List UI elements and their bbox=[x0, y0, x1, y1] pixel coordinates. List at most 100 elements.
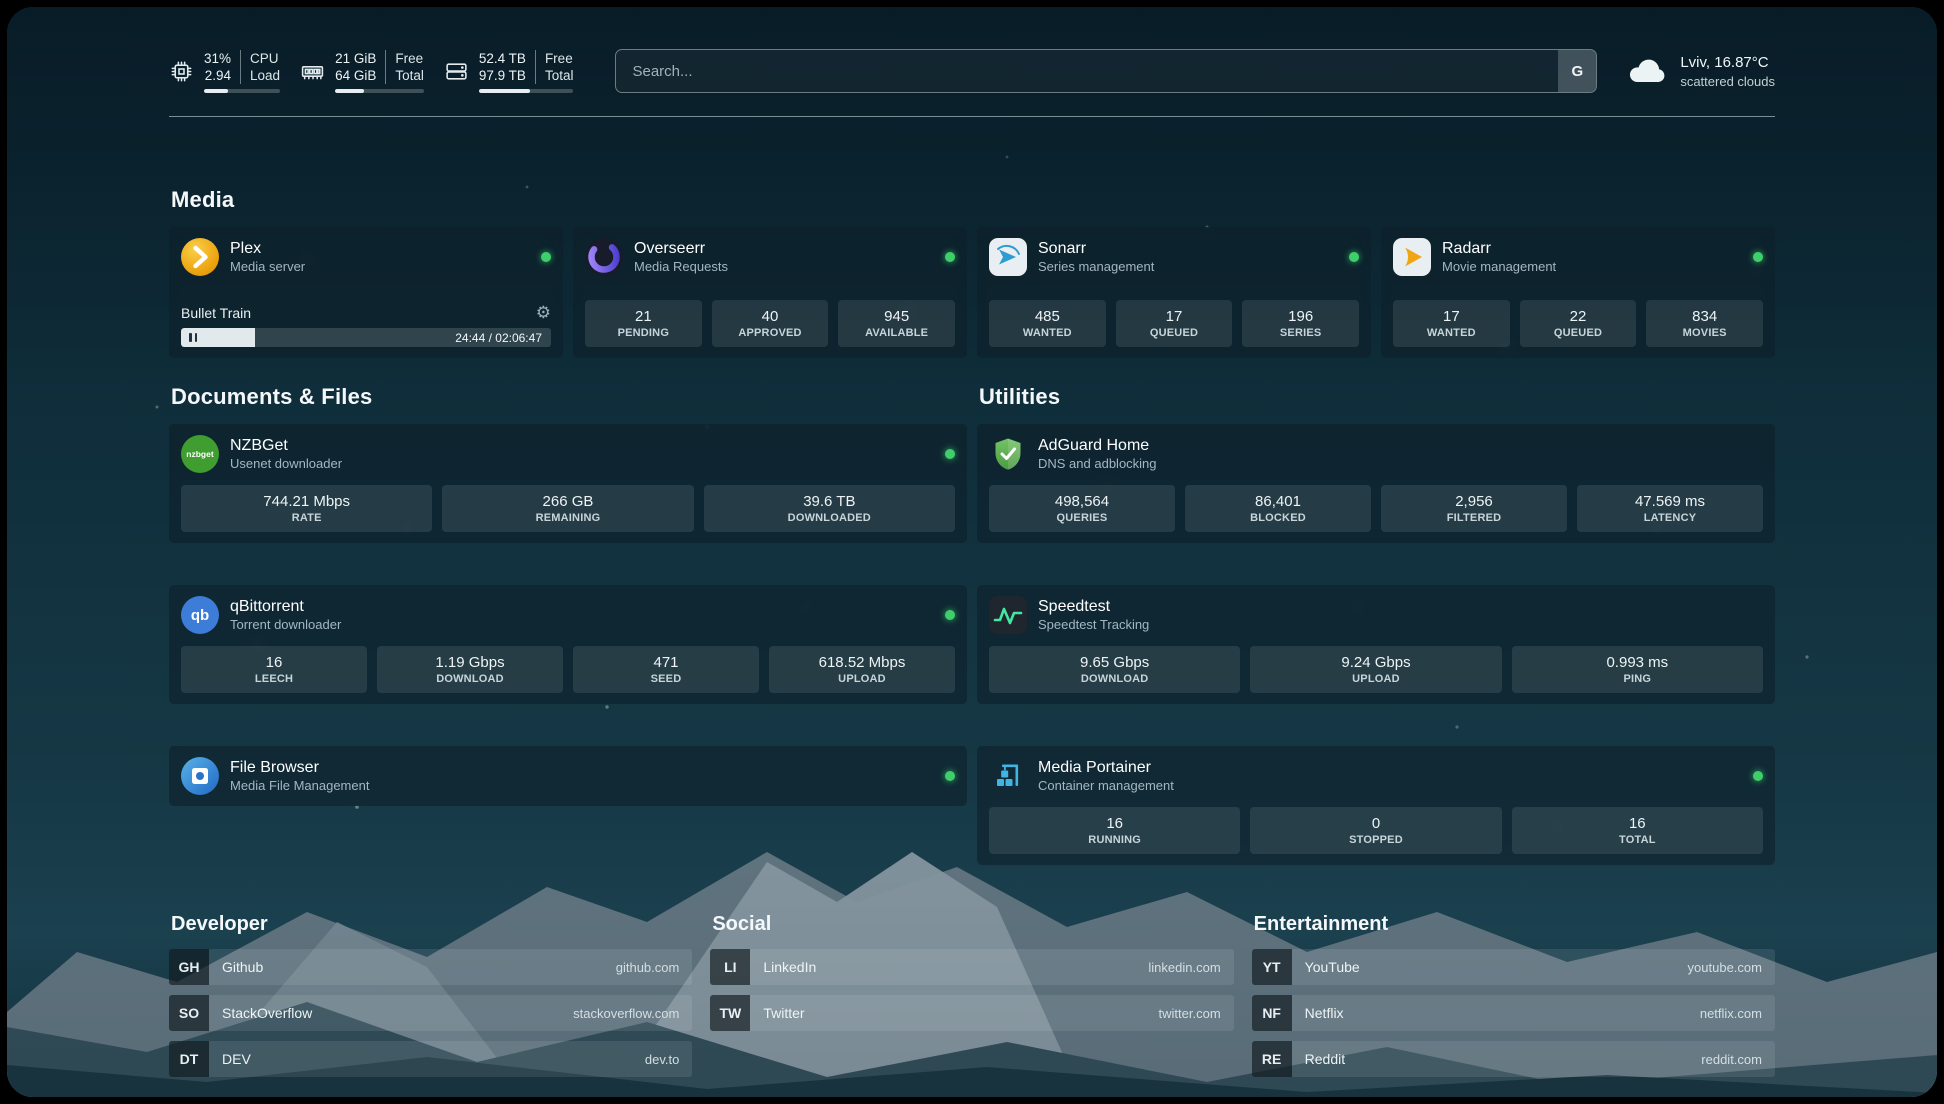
playback-time: 24:44 / 02:06:47 bbox=[455, 330, 542, 345]
divider bbox=[385, 49, 387, 84]
stat-label: DOWNLOADED bbox=[787, 512, 871, 524]
bookmark-dev[interactable]: DT DEV dev.to bbox=[169, 1041, 693, 1077]
section-utilities: Utilities bbox=[977, 384, 1775, 865]
nzbget-card[interactable]: nzbget NZBGet Usenet downloader 744.21 M… bbox=[169, 424, 967, 543]
stat-box: 266 GB REMAINING bbox=[442, 485, 694, 532]
memory-progress-bar bbox=[335, 88, 424, 93]
status-dot bbox=[1349, 252, 1359, 262]
app-subtitle: Usenet downloader bbox=[230, 456, 343, 471]
portainer-card[interactable]: Media Portainer Container management 16 … bbox=[977, 746, 1775, 865]
memory-total-label: Total bbox=[395, 67, 424, 83]
stat-label: SERIES bbox=[1279, 327, 1322, 339]
search-engine-button[interactable]: G bbox=[1558, 50, 1597, 92]
app-subtitle: Series management bbox=[1038, 259, 1155, 274]
stat-label: SEED bbox=[650, 673, 682, 685]
stat-value: 16 bbox=[265, 654, 283, 671]
divider bbox=[240, 49, 242, 84]
bookmark-twitter[interactable]: TW Twitter twitter.com bbox=[710, 995, 1234, 1031]
stat-label: MOVIES bbox=[1682, 327, 1727, 339]
radarr-card[interactable]: Radarr Movie management 17 WANTED 22 QUE… bbox=[1381, 227, 1775, 358]
app-name: Radarr bbox=[1442, 240, 1491, 257]
bookmark-reddit[interactable]: RE Reddit reddit.com bbox=[1251, 1041, 1775, 1077]
portainer-icon bbox=[989, 757, 1027, 795]
bookmark-stackoverflow[interactable]: SO StackOverflow stackoverflow.com bbox=[169, 995, 693, 1031]
playback-progress-bar[interactable]: 24:44 / 02:06:47 bbox=[181, 328, 551, 347]
stat-box: 9.65 Gbps DOWNLOAD bbox=[989, 646, 1241, 693]
bookmark-name: Github bbox=[222, 959, 264, 975]
status-dot bbox=[945, 771, 955, 781]
bookmark-group-developer: Developer GH Github github.com SO StackO… bbox=[169, 913, 693, 1077]
resource-widgets: 31% 2.94 CPU Load bbox=[169, 49, 574, 93]
section-title-documents: Documents & Files bbox=[171, 384, 373, 409]
gear-icon[interactable]: ⚙ bbox=[535, 303, 551, 322]
stat-value: 0 bbox=[1371, 815, 1381, 832]
pause-button[interactable] bbox=[189, 333, 197, 342]
cpu-load-value: 2.94 bbox=[204, 67, 232, 83]
search-bar: G bbox=[615, 49, 1598, 93]
bookmark-url: github.com bbox=[615, 959, 680, 975]
section-media: Media Plex Media server bbox=[169, 187, 1775, 358]
bookmark-netflix[interactable]: NF Netflix netflix.com bbox=[1251, 995, 1775, 1031]
plex-card[interactable]: Plex Media server Bullet Train ⚙ bbox=[169, 227, 563, 358]
app-subtitle: Speedtest Tracking bbox=[1038, 617, 1150, 632]
bookmark-name: StackOverflow bbox=[222, 1005, 313, 1021]
stat-value: 9.24 Gbps bbox=[1341, 654, 1411, 671]
plex-icon bbox=[181, 238, 219, 276]
stat-value: 22 bbox=[1569, 308, 1587, 325]
status-dot bbox=[945, 449, 955, 459]
stat-box: 471 SEED bbox=[573, 646, 759, 693]
adguard-card[interactable]: AdGuard Home DNS and adblocking 498,564 … bbox=[977, 424, 1775, 543]
stat-label: RATE bbox=[291, 512, 322, 524]
stat-box: 834 MOVIES bbox=[1646, 300, 1764, 347]
stat-value: 945 bbox=[884, 308, 910, 325]
stat-box: 39.6 TB DOWNLOADED bbox=[703, 485, 955, 532]
bookmark-url: twitter.com bbox=[1158, 1005, 1221, 1021]
bookmark-abbr: NF bbox=[1251, 995, 1292, 1031]
stat-value: 39.6 TB bbox=[803, 493, 856, 510]
stat-box: 196 SERIES bbox=[1242, 300, 1360, 347]
stat-label: PENDING bbox=[617, 327, 670, 339]
app-name: AdGuard Home bbox=[1038, 437, 1150, 454]
bookmark-name: YouTube bbox=[1304, 959, 1360, 975]
app-subtitle: DNS and adblocking bbox=[1038, 456, 1157, 471]
stat-value: 618.52 Mbps bbox=[818, 654, 906, 671]
stat-label: QUEUED bbox=[1149, 327, 1199, 339]
section-title-utilities: Utilities bbox=[979, 384, 1061, 409]
stat-value: 0.993 ms bbox=[1606, 654, 1669, 671]
stat-value: 40 bbox=[761, 308, 779, 325]
stat-box: 485 WANTED bbox=[989, 300, 1106, 347]
weather-condition: scattered clouds bbox=[1680, 73, 1775, 89]
dashboard-screen: 31% 2.94 CPU Load bbox=[7, 7, 1937, 1097]
stat-box: 0.993 ms PING bbox=[1511, 646, 1763, 693]
disk-free-value: 52.4 TB bbox=[478, 50, 526, 66]
app-name: Plex bbox=[230, 240, 262, 257]
bookmark-url: linkedin.com bbox=[1148, 959, 1221, 975]
stat-label: AVAILABLE bbox=[865, 327, 929, 339]
stat-value: 16 bbox=[1106, 815, 1123, 832]
bookmark-github[interactable]: GH Github github.com bbox=[169, 949, 693, 985]
stat-box: 17 QUEUED bbox=[1115, 300, 1233, 347]
filebrowser-card[interactable]: File Browser Media File Management bbox=[169, 746, 967, 806]
qbittorrent-card[interactable]: qb qBittorrent Torrent downloader 16 LEE… bbox=[169, 585, 967, 704]
section-title-entertainment: Entertainment bbox=[1253, 913, 1389, 935]
stat-value: 471 bbox=[653, 654, 679, 671]
stat-label: STOPPED bbox=[1349, 834, 1403, 846]
app-subtitle: Torrent downloader bbox=[230, 617, 342, 632]
app-name: Speedtest bbox=[1038, 598, 1111, 615]
bookmark-url: youtube.com bbox=[1687, 959, 1762, 975]
bookmark-youtube[interactable]: YT YouTube youtube.com bbox=[1251, 949, 1775, 985]
bookmark-url: stackoverflow.com bbox=[573, 1005, 680, 1021]
stat-label: PING bbox=[1623, 673, 1652, 685]
sonarr-card[interactable]: Sonarr Series management 485 WANTED 17 Q… bbox=[977, 227, 1371, 358]
cpu-progress-bar bbox=[204, 88, 281, 93]
speedtest-card[interactable]: Speedtest Speedtest Tracking 9.65 Gbps D… bbox=[977, 585, 1775, 704]
qbittorrent-icon: qb bbox=[181, 596, 219, 634]
overseerr-card[interactable]: Overseerr Media Requests 21 PENDING 40 A… bbox=[573, 227, 967, 358]
stat-value: 266 GB bbox=[542, 493, 594, 510]
stat-label: REMAINING bbox=[535, 512, 601, 524]
cpu-widget: 31% 2.94 CPU Load bbox=[169, 49, 281, 93]
bookmark-linkedin[interactable]: LI LinkedIn linkedin.com bbox=[710, 949, 1234, 985]
search-input[interactable] bbox=[615, 49, 1598, 93]
stat-box: 21 PENDING bbox=[585, 300, 702, 347]
stat-box: 16 TOTAL bbox=[1511, 807, 1763, 854]
